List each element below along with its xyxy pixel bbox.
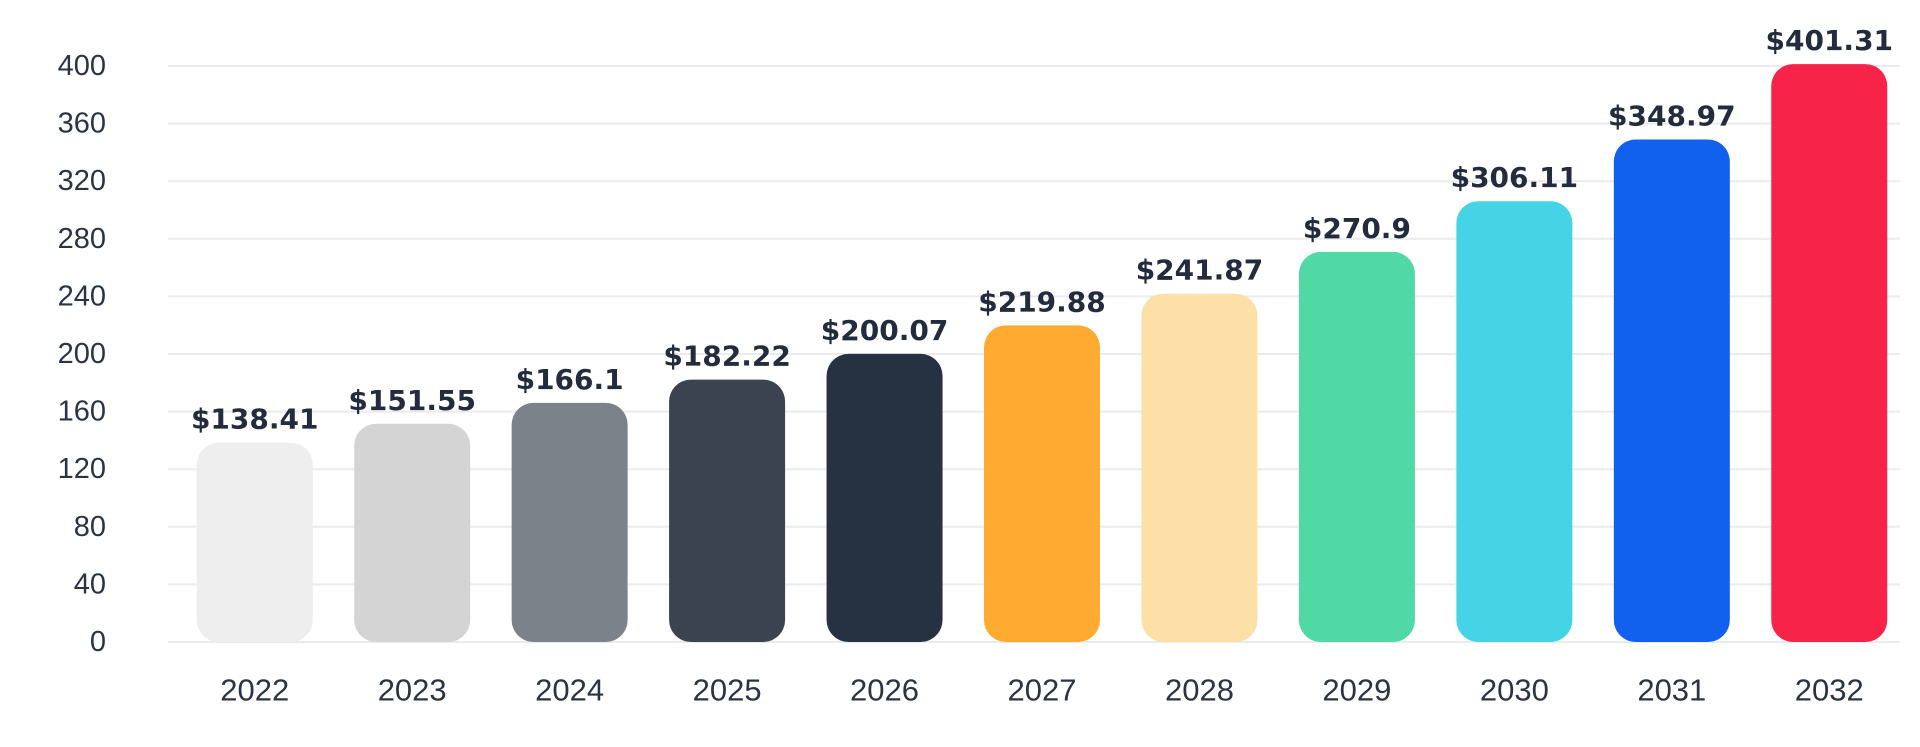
- data-label: $182.22: [663, 340, 791, 373]
- data-label: $306.11: [1451, 161, 1579, 194]
- bar-2027: [984, 325, 1100, 642]
- bar-2030: [1456, 201, 1573, 642]
- x-tick-label: 2030: [1480, 673, 1549, 708]
- bar-2024: [511, 402, 628, 642]
- x-tick-label: 2022: [220, 673, 289, 708]
- bar-2023: [354, 423, 471, 642]
- y-tick-label: 240: [58, 280, 106, 312]
- bar-2025: [669, 379, 786, 642]
- x-axis: 2022 2023 2024 2025 2026 2027 2028 2029 2030 2031…: [220, 673, 1864, 708]
- y-tick-label: 0: [90, 626, 106, 658]
- y-tick-label: 200: [58, 338, 106, 370]
- y-tick-label: 120: [58, 453, 106, 485]
- x-tick-label: 2025: [693, 673, 762, 708]
- y-tick-label: 40: [74, 568, 106, 600]
- data-label: $241.87: [1136, 254, 1264, 287]
- y-tick-label: 80: [74, 511, 106, 543]
- data-label: $166.1: [516, 363, 624, 396]
- y-tick-label: 400: [58, 50, 106, 82]
- bar-2022: [196, 442, 313, 642]
- x-tick-label: 2032: [1795, 673, 1864, 708]
- x-tick-label: 2024: [535, 673, 604, 708]
- data-label: $138.41: [191, 403, 319, 436]
- y-axis: 0 40 80 120 160 200 240 280 320 360 400: [58, 50, 106, 658]
- x-tick-label: 2027: [1008, 673, 1077, 708]
- data-label: $200.07: [821, 314, 949, 347]
- data-label: $219.88: [978, 285, 1106, 318]
- bar-2031: [1613, 139, 1730, 642]
- bars: [196, 64, 1888, 643]
- data-label: $270.9: [1303, 212, 1411, 245]
- data-label: $151.55: [348, 384, 476, 417]
- data-label: $401.31: [1766, 24, 1894, 57]
- x-tick-label: 2023: [378, 673, 447, 708]
- bar-2029: [1298, 251, 1415, 643]
- y-tick-label: 360: [58, 108, 106, 140]
- x-tick-label: 2028: [1165, 673, 1234, 708]
- x-tick-label: 2029: [1322, 673, 1391, 708]
- y-tick-label: 320: [58, 165, 106, 197]
- data-label: $348.97: [1608, 99, 1736, 132]
- bar-2028: [1141, 293, 1258, 642]
- bar-2032: [1771, 64, 1888, 643]
- bar-2026: [826, 353, 943, 642]
- y-tick-label: 280: [58, 223, 106, 255]
- x-tick-label: 2031: [1637, 673, 1706, 708]
- x-tick-label: 2026: [850, 673, 919, 708]
- data-labels: $138.41 $151.55 $166.1 $182.22 $200.07 $219.8…: [191, 24, 1893, 436]
- y-tick-label: 160: [58, 396, 106, 428]
